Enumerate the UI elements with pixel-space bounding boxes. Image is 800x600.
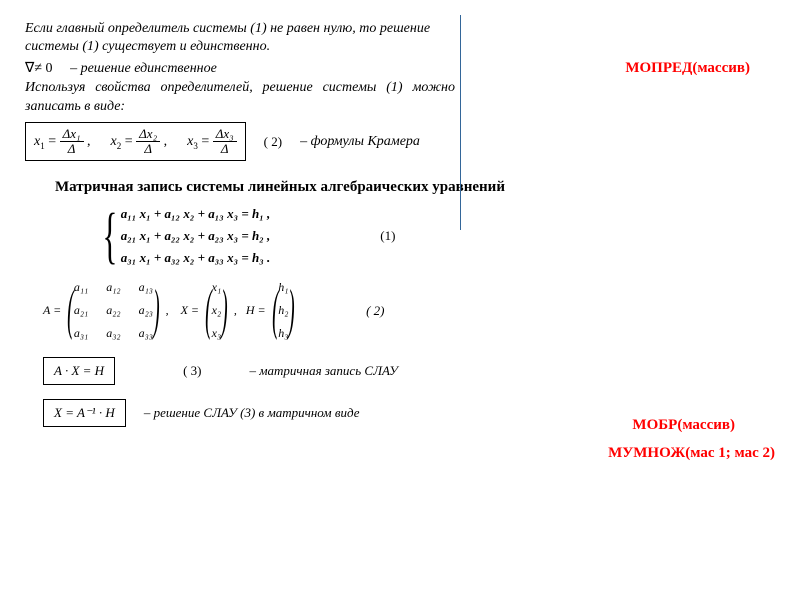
vertical-divider [460,15,461,230]
system-eq-2: a₂₁ x₁ + a₂₂ x₂ + a₂₃ x₃ = h₂ , [121,228,271,244]
matrix-equation-row: A · X = H ( 3) – матричная запись СЛАУ [43,357,775,385]
system-eq-1: a₁₁ x₁ + a₁₂ x₂ + a₁₃ x₃ = h₁ , [121,206,271,222]
matrix-section-title: Матричная запись системы линейных алгебр… [55,179,775,196]
cramer-x2: x2 = Δx₂Δ , [111,127,168,157]
cramer-x1: x1 = Δx₁Δ , [34,127,91,157]
eq4-note: – решение СЛАУ (3) в матричном виде [144,405,360,421]
system-eq-number: (1) [380,228,395,244]
unique-solution-text: – решение единственное [70,61,217,76]
A-label: A = [43,303,61,318]
using-properties-text: Используя свойства определителей, решени… [25,79,455,115]
matrices-definition: A = ( a₁₁a₁₂a₁₃ a₂₁a₂₂a₂₃ a₃₁a₃₂a₃₃ ) , … [43,280,775,341]
H-label: , H = [234,303,266,318]
eq3-note: – матричная запись СЛАУ [249,363,397,379]
X-label: , X = [166,303,199,318]
eq-x-ainv-h: X = A⁻¹ · H [43,399,126,427]
matrix-H: ( h₁ h₂ h₃ ) [272,280,295,341]
equation-system: { a₁₁ x₁ + a₁₂ x₂ + a₁₃ x₃ = h₁ , a₂₁ x₁… [95,206,775,266]
eq-ax-h: A · X = H [43,357,115,385]
cramer-note: – формулы Крамера [300,134,420,150]
cramer-x3: x3 = Δx₃Δ [187,127,237,157]
eq3-number: ( 3) [183,363,201,379]
determinant-condition: ∇≠ 0 – решение единственное [25,60,455,77]
left-brace-icon: { [102,210,117,263]
matrix-X: ( x₁ x₂ x₃ ) [205,280,228,341]
mumnozh-function: МУМНОЖ(мас 1; мас 2) [608,445,775,462]
cramer-box: x1 = Δx₁Δ , x2 = Δx₂Δ , x3 = Δx₃Δ [25,122,246,162]
mopred-function: МОПРЕД(массив) [625,60,750,77]
mobr-function: МОБР(массив) [632,417,735,434]
det-not-zero: ∇≠ 0 [25,61,53,76]
theorem-text: Если главный определитель системы (1) не… [25,20,455,56]
matrices-eq-number: ( 2) [366,303,384,319]
matrix-A: ( a₁₁a₁₂a₁₃ a₂₁a₂₂a₂₃ a₃₁a₃₂a₃₃ ) [67,280,159,341]
cramer-eq-number: ( 2) [264,134,282,150]
system-eq-3: a₃₁ x₁ + a₃₂ x₂ + a₃₃ x₃ = h₃ . [121,250,271,266]
cramer-formulas-row: x1 = Δx₁Δ , x2 = Δx₂Δ , x3 = Δx₃Δ ( 2) –… [25,122,775,162]
